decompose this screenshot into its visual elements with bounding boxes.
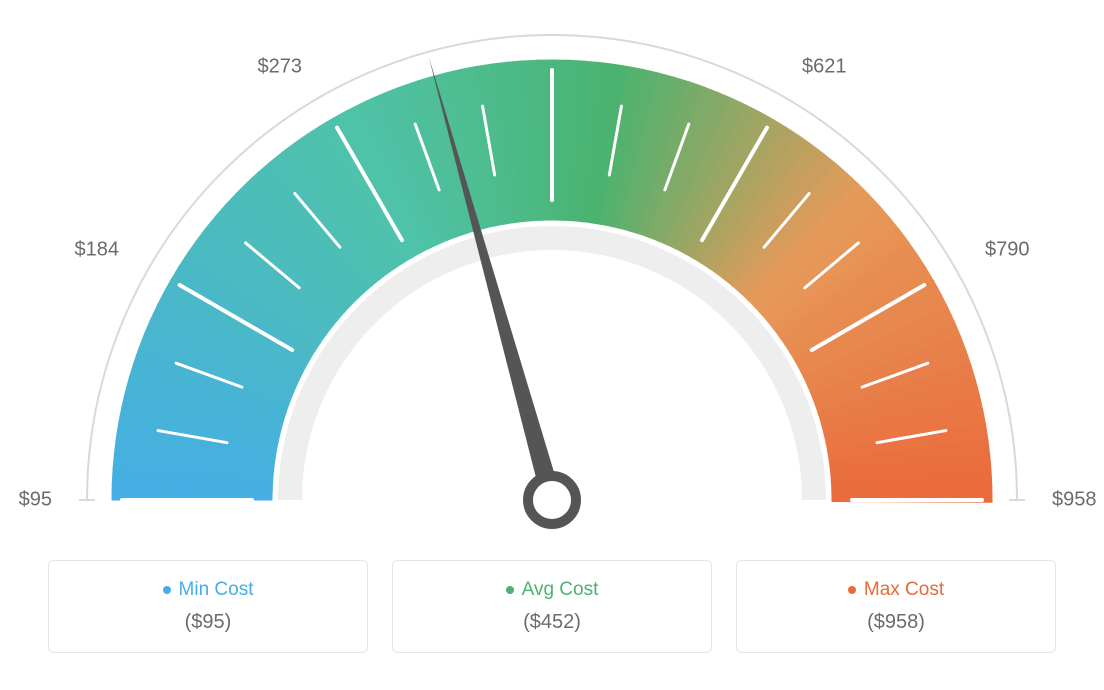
gauge-scale-label: $790 <box>985 239 1030 262</box>
legend-box: Max Cost ($958) <box>736 560 1056 653</box>
gauge-scale-label: $184 <box>74 239 119 262</box>
gauge-scale-label: $273 <box>258 55 303 78</box>
legend-dot-icon <box>163 586 171 594</box>
legend-value: ($95) <box>49 611 367 634</box>
legend-row: Min Cost ($95) Avg Cost ($452) Max Cost ($958… <box>20 560 1084 653</box>
legend-box: Min Cost ($95) <box>48 560 368 653</box>
legend-value: ($452) <box>393 611 711 634</box>
legend-label: Max Cost <box>864 579 944 601</box>
legend-value: ($958) <box>737 611 1055 634</box>
gauge-scale-label: $95 <box>19 489 52 512</box>
legend-title: Avg Cost <box>506 579 599 601</box>
gauge-chart: $95$184$273$452$621$790$958 <box>20 20 1084 540</box>
gauge-svg <box>20 20 1084 540</box>
gauge-needle-hub <box>528 476 576 524</box>
legend-title: Min Cost <box>163 579 254 601</box>
gauge-scale-label: $958 <box>1052 489 1097 512</box>
legend-dot-icon <box>848 586 856 594</box>
legend-label: Min Cost <box>179 579 254 601</box>
gauge-scale-label: $621 <box>802 55 847 78</box>
legend-label: Avg Cost <box>522 579 599 601</box>
legend-box: Avg Cost ($452) <box>392 560 712 653</box>
legend-dot-icon <box>506 586 514 594</box>
legend-title: Max Cost <box>848 579 944 601</box>
